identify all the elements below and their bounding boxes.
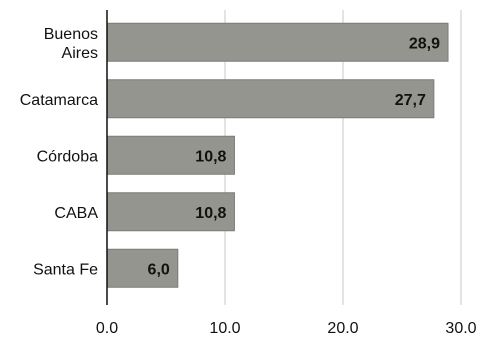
data-label-1: 27,7 xyxy=(395,92,426,109)
x-tick-label-3: 30.0 xyxy=(445,320,476,337)
category-label-1: Catamarca xyxy=(20,92,98,109)
labels: 0.0 10.0 20.0 30.0 28,9 Buenos Aires 27,7 Catama… xyxy=(20,26,477,337)
x-tick-label-1: 10.0 xyxy=(209,320,240,337)
data-label-2: 10,8 xyxy=(195,148,226,165)
bar-0 xyxy=(106,22,449,62)
bars xyxy=(106,22,449,288)
category-label-4: Santa Fe xyxy=(33,261,98,278)
x-tick-label-2: 20.0 xyxy=(327,320,358,337)
bar-4 xyxy=(106,248,179,288)
category-label-1-line-0: Catamarca xyxy=(20,92,98,109)
category-label-3: CABA xyxy=(54,205,98,222)
category-label-2-line-0: Córdoba xyxy=(37,148,98,165)
bar-2 xyxy=(106,135,235,175)
category-label-0-line-1: Aires xyxy=(62,45,98,62)
data-label-4: 6,0 xyxy=(148,261,170,278)
category-label-3-line-0: CABA xyxy=(54,205,98,222)
category-label-0: Buenos Aires xyxy=(44,26,98,62)
category-label-0-line-0: Buenos xyxy=(44,26,98,43)
x-tick-label-0: 0.0 xyxy=(96,320,118,337)
bar-3 xyxy=(106,192,235,232)
bar-1 xyxy=(106,79,435,119)
category-label-4-line-0: Santa Fe xyxy=(33,261,98,278)
data-label-3: 10,8 xyxy=(195,205,226,222)
category-label-2: Córdoba xyxy=(37,148,98,165)
data-label-0: 28,9 xyxy=(409,35,440,52)
